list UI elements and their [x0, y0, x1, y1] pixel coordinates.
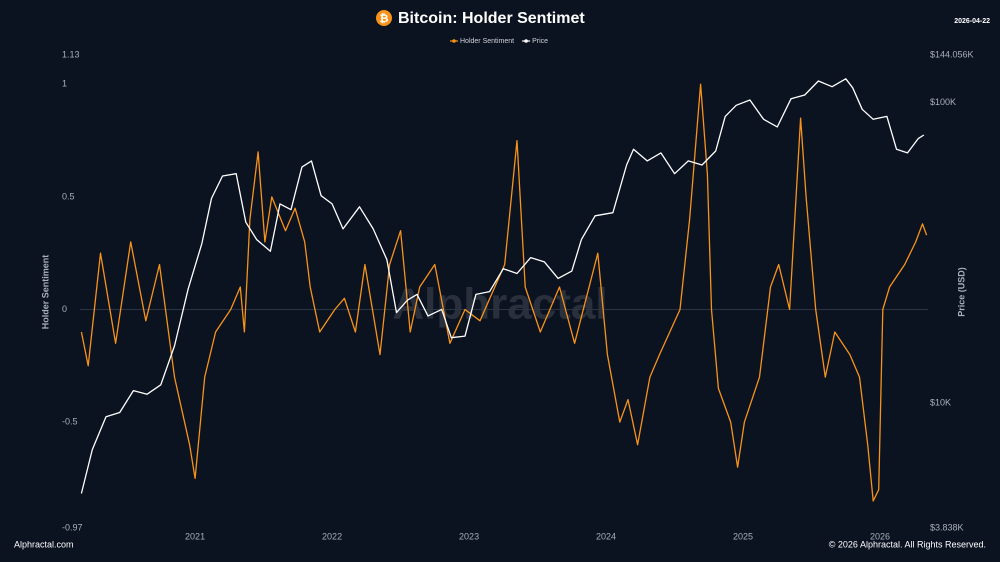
- y-tick-label: -0.97: [62, 522, 83, 532]
- y-tick-label: 1: [62, 79, 67, 89]
- x-tick-label: 2023: [459, 531, 479, 541]
- y2-axis-label: Price (USD): [956, 267, 966, 317]
- bitcoin-icon: [376, 10, 392, 26]
- y2-tick-label: $144.056K: [930, 49, 974, 59]
- y2-tick-label: $3.838K: [930, 522, 964, 532]
- x-tick-label: 2024: [596, 531, 616, 541]
- legend-label: Holder Sentiment: [460, 38, 514, 45]
- watermark: Alphractal: [392, 280, 607, 329]
- legend-dot: [452, 39, 456, 43]
- x-tick-label: 2026: [870, 531, 890, 541]
- y-axis-label: Holder Sentiment: [40, 255, 50, 330]
- y-tick-label: 0.5: [62, 191, 75, 201]
- footer-left: Alphractal.com: [14, 539, 74, 549]
- footer-right: © 2026 Alphractal. All Rights Reserved.: [829, 539, 986, 549]
- y-tick-label: 1.13: [62, 49, 80, 59]
- y2-tick-label: $10K: [930, 397, 951, 407]
- x-tick-label: 2022: [322, 531, 342, 541]
- y-tick-label: 0: [62, 304, 67, 314]
- series-line: [80, 83, 928, 502]
- y2-tick-label: $100K: [930, 97, 956, 107]
- chart-title: Bitcoin: Holder Sentimet: [398, 10, 585, 27]
- series-line: [80, 78, 925, 494]
- legend-dot: [524, 39, 528, 43]
- x-tick-label: 2021: [185, 531, 205, 541]
- date: 2026-04-22: [954, 18, 990, 25]
- legend-label: Price: [532, 38, 548, 45]
- bitcoin-icon-glyph: ₿: [380, 13, 389, 25]
- y-tick-label: -0.5: [62, 417, 78, 427]
- x-tick-label: 2025: [733, 531, 753, 541]
